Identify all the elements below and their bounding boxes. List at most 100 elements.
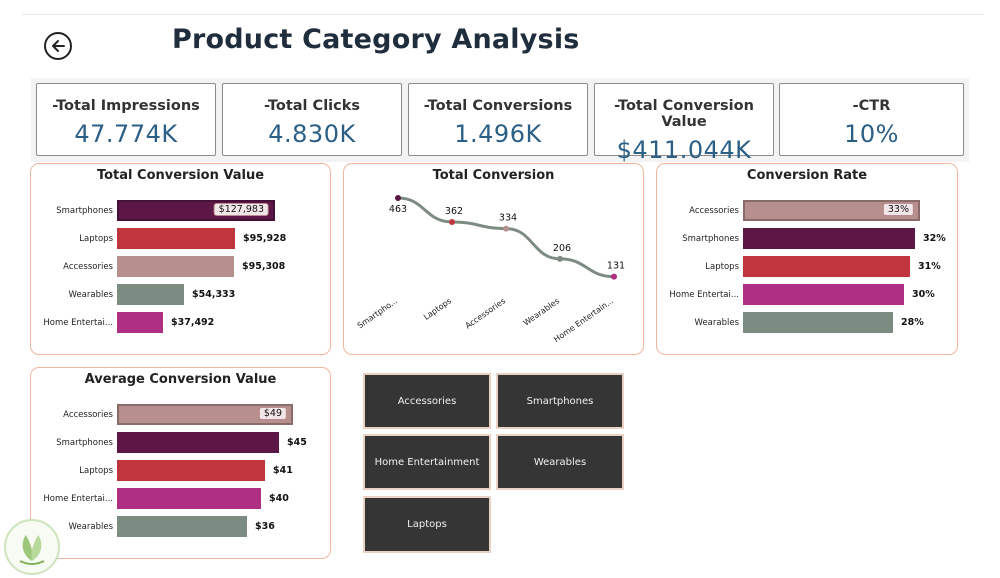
line-chart: 463 Smartpho... 362 Laptops 334 Accessories 20… xyxy=(356,195,625,344)
series-line xyxy=(397,196,615,279)
bar-row[interactable]: Laptops $95,928 xyxy=(31,228,330,250)
slicer-wearables[interactable]: Wearables xyxy=(496,434,624,490)
back-button[interactable] xyxy=(44,32,72,60)
slicer-smartphones[interactable]: Smartphones xyxy=(496,373,624,429)
kpi-label: -Total Conversion Value xyxy=(614,98,754,130)
bar-row[interactable]: Smartphones $127,983 xyxy=(31,200,330,222)
bar-row[interactable]: Laptops $41 xyxy=(31,460,330,482)
bar-row[interactable]: Smartphones $45 xyxy=(31,432,330,454)
bar[interactable] xyxy=(117,516,247,537)
bar-row[interactable]: Accessories $49 xyxy=(31,404,330,426)
kpi-label: -Total Conversions xyxy=(423,98,573,114)
x-tick-label: Smartpho... xyxy=(356,296,399,330)
kpi-value: 1.496K xyxy=(454,120,542,148)
data-point[interactable] xyxy=(557,255,563,262)
data-label: $41 xyxy=(273,465,293,476)
bar-row[interactable]: Laptops 31% xyxy=(657,256,957,278)
average-conversion-value-card[interactable]: Average Conversion Value Accessories $49 S… xyxy=(30,367,331,559)
leaf-logo-icon xyxy=(19,535,45,565)
bar[interactable] xyxy=(117,228,235,249)
data-label: $127,983 xyxy=(213,203,269,216)
data-label: 31% xyxy=(918,261,941,272)
watermark-logo xyxy=(4,519,60,575)
data-point[interactable] xyxy=(395,195,401,202)
bar-row[interactable]: Accessories $95,308 xyxy=(31,256,330,278)
conversion-rate-card[interactable]: Conversion Rate Accessories 33% Smartphone… xyxy=(656,163,958,355)
data-point[interactable] xyxy=(611,273,617,280)
chart-title: Conversion Rate xyxy=(746,168,868,183)
bar[interactable] xyxy=(117,284,184,305)
bar-row[interactable]: Wearables $36 xyxy=(31,516,330,538)
kpi-strip: -Total Impressions 47.774K -Total Clicks… xyxy=(31,78,969,164)
data-label: $49 xyxy=(258,407,287,420)
bar[interactable] xyxy=(743,312,893,333)
total-conversion-card[interactable]: Total Conversion 463 Smartpho... 362 Laptop… xyxy=(343,163,644,355)
category-label: Accessories xyxy=(63,410,113,420)
page-title: Product Category Analysis xyxy=(172,24,580,55)
data-point[interactable] xyxy=(449,218,455,225)
data-label: 131 xyxy=(607,261,625,272)
category-label: Accessories xyxy=(63,262,113,272)
x-tick-label: Home Entertain... xyxy=(552,296,615,344)
kpi-card-ctr: -CTR 10% xyxy=(779,83,964,156)
category-label: Laptops xyxy=(79,234,113,244)
category-label: Smartphones xyxy=(56,438,113,448)
category-label: Accessories xyxy=(689,206,739,216)
x-tick-label: Wearables xyxy=(522,296,561,327)
bar[interactable] xyxy=(117,488,261,509)
data-label: 362 xyxy=(445,206,463,217)
data-label: $95,928 xyxy=(243,233,287,244)
slicer-accessories[interactable]: Accessories xyxy=(363,373,491,429)
data-label: $37,492 xyxy=(171,317,215,328)
bar[interactable] xyxy=(743,256,910,277)
slicer-laptops[interactable]: Laptops xyxy=(363,496,491,553)
category-label: Home Entertai... xyxy=(43,318,113,328)
bar[interactable] xyxy=(117,312,163,333)
arrow-left-icon xyxy=(52,40,65,52)
data-label: 33% xyxy=(882,203,914,216)
kpi-value: $411.044K xyxy=(616,136,752,164)
bar-row[interactable]: Home Entertai... 30% xyxy=(657,284,957,306)
kpi-value: 10% xyxy=(844,120,899,148)
data-label: $95,308 xyxy=(242,261,286,272)
bar[interactable] xyxy=(117,460,265,481)
category-label: Wearables xyxy=(694,318,739,328)
data-label: $40 xyxy=(269,493,289,504)
bar[interactable] xyxy=(743,200,920,221)
data-label: $54,333 xyxy=(192,289,236,300)
data-label: 30% xyxy=(912,289,935,300)
bar-row[interactable]: Wearables 28% xyxy=(657,312,957,334)
kpi-label: -Total Impressions xyxy=(52,98,200,114)
category-label: Laptops xyxy=(705,262,739,272)
bar[interactable] xyxy=(117,256,234,277)
kpi-value: 4.830K xyxy=(268,120,356,148)
data-point[interactable] xyxy=(503,225,509,232)
data-label: 206 xyxy=(553,243,571,254)
data-label: 32% xyxy=(923,233,946,244)
category-label: Smartphones xyxy=(682,234,739,244)
x-tick-label: Accessories xyxy=(464,296,508,330)
kpi-label: -Total Clicks xyxy=(264,98,360,114)
slicer-home-entertainment[interactable]: Home Entertainment xyxy=(363,434,491,490)
bar[interactable] xyxy=(117,432,279,453)
bar-row[interactable]: Accessories 33% xyxy=(657,200,957,222)
slicer-label: Smartphones xyxy=(526,395,594,407)
category-label: Smartphones xyxy=(56,206,113,216)
kpi-card-conversions: -Total Conversions 1.496K xyxy=(408,83,588,156)
data-label: 463 xyxy=(389,204,407,215)
bar-row[interactable]: Home Entertai... $37,492 xyxy=(31,312,330,334)
bar[interactable] xyxy=(743,228,915,249)
data-label: $45 xyxy=(287,437,307,448)
category-label: Wearables xyxy=(68,290,113,300)
bar[interactable] xyxy=(117,404,293,425)
category-label: Wearables xyxy=(68,522,113,532)
chart-title: Total Conversion Value xyxy=(96,168,265,183)
total-conversion-value-card[interactable]: Total Conversion Value Smartphones $127,9… xyxy=(30,163,331,355)
bar-row[interactable]: Home Entertai... $40 xyxy=(31,488,330,510)
bar-row[interactable]: Smartphones 32% xyxy=(657,228,957,250)
bar[interactable] xyxy=(743,284,904,305)
category-label: Home Entertai... xyxy=(669,290,739,300)
kpi-card-impressions: -Total Impressions 47.774K xyxy=(36,83,216,156)
bar-row[interactable]: Wearables $54,333 xyxy=(31,284,330,306)
kpi-card-conversion-value: -Total Conversion Value $411.044K xyxy=(594,83,774,164)
